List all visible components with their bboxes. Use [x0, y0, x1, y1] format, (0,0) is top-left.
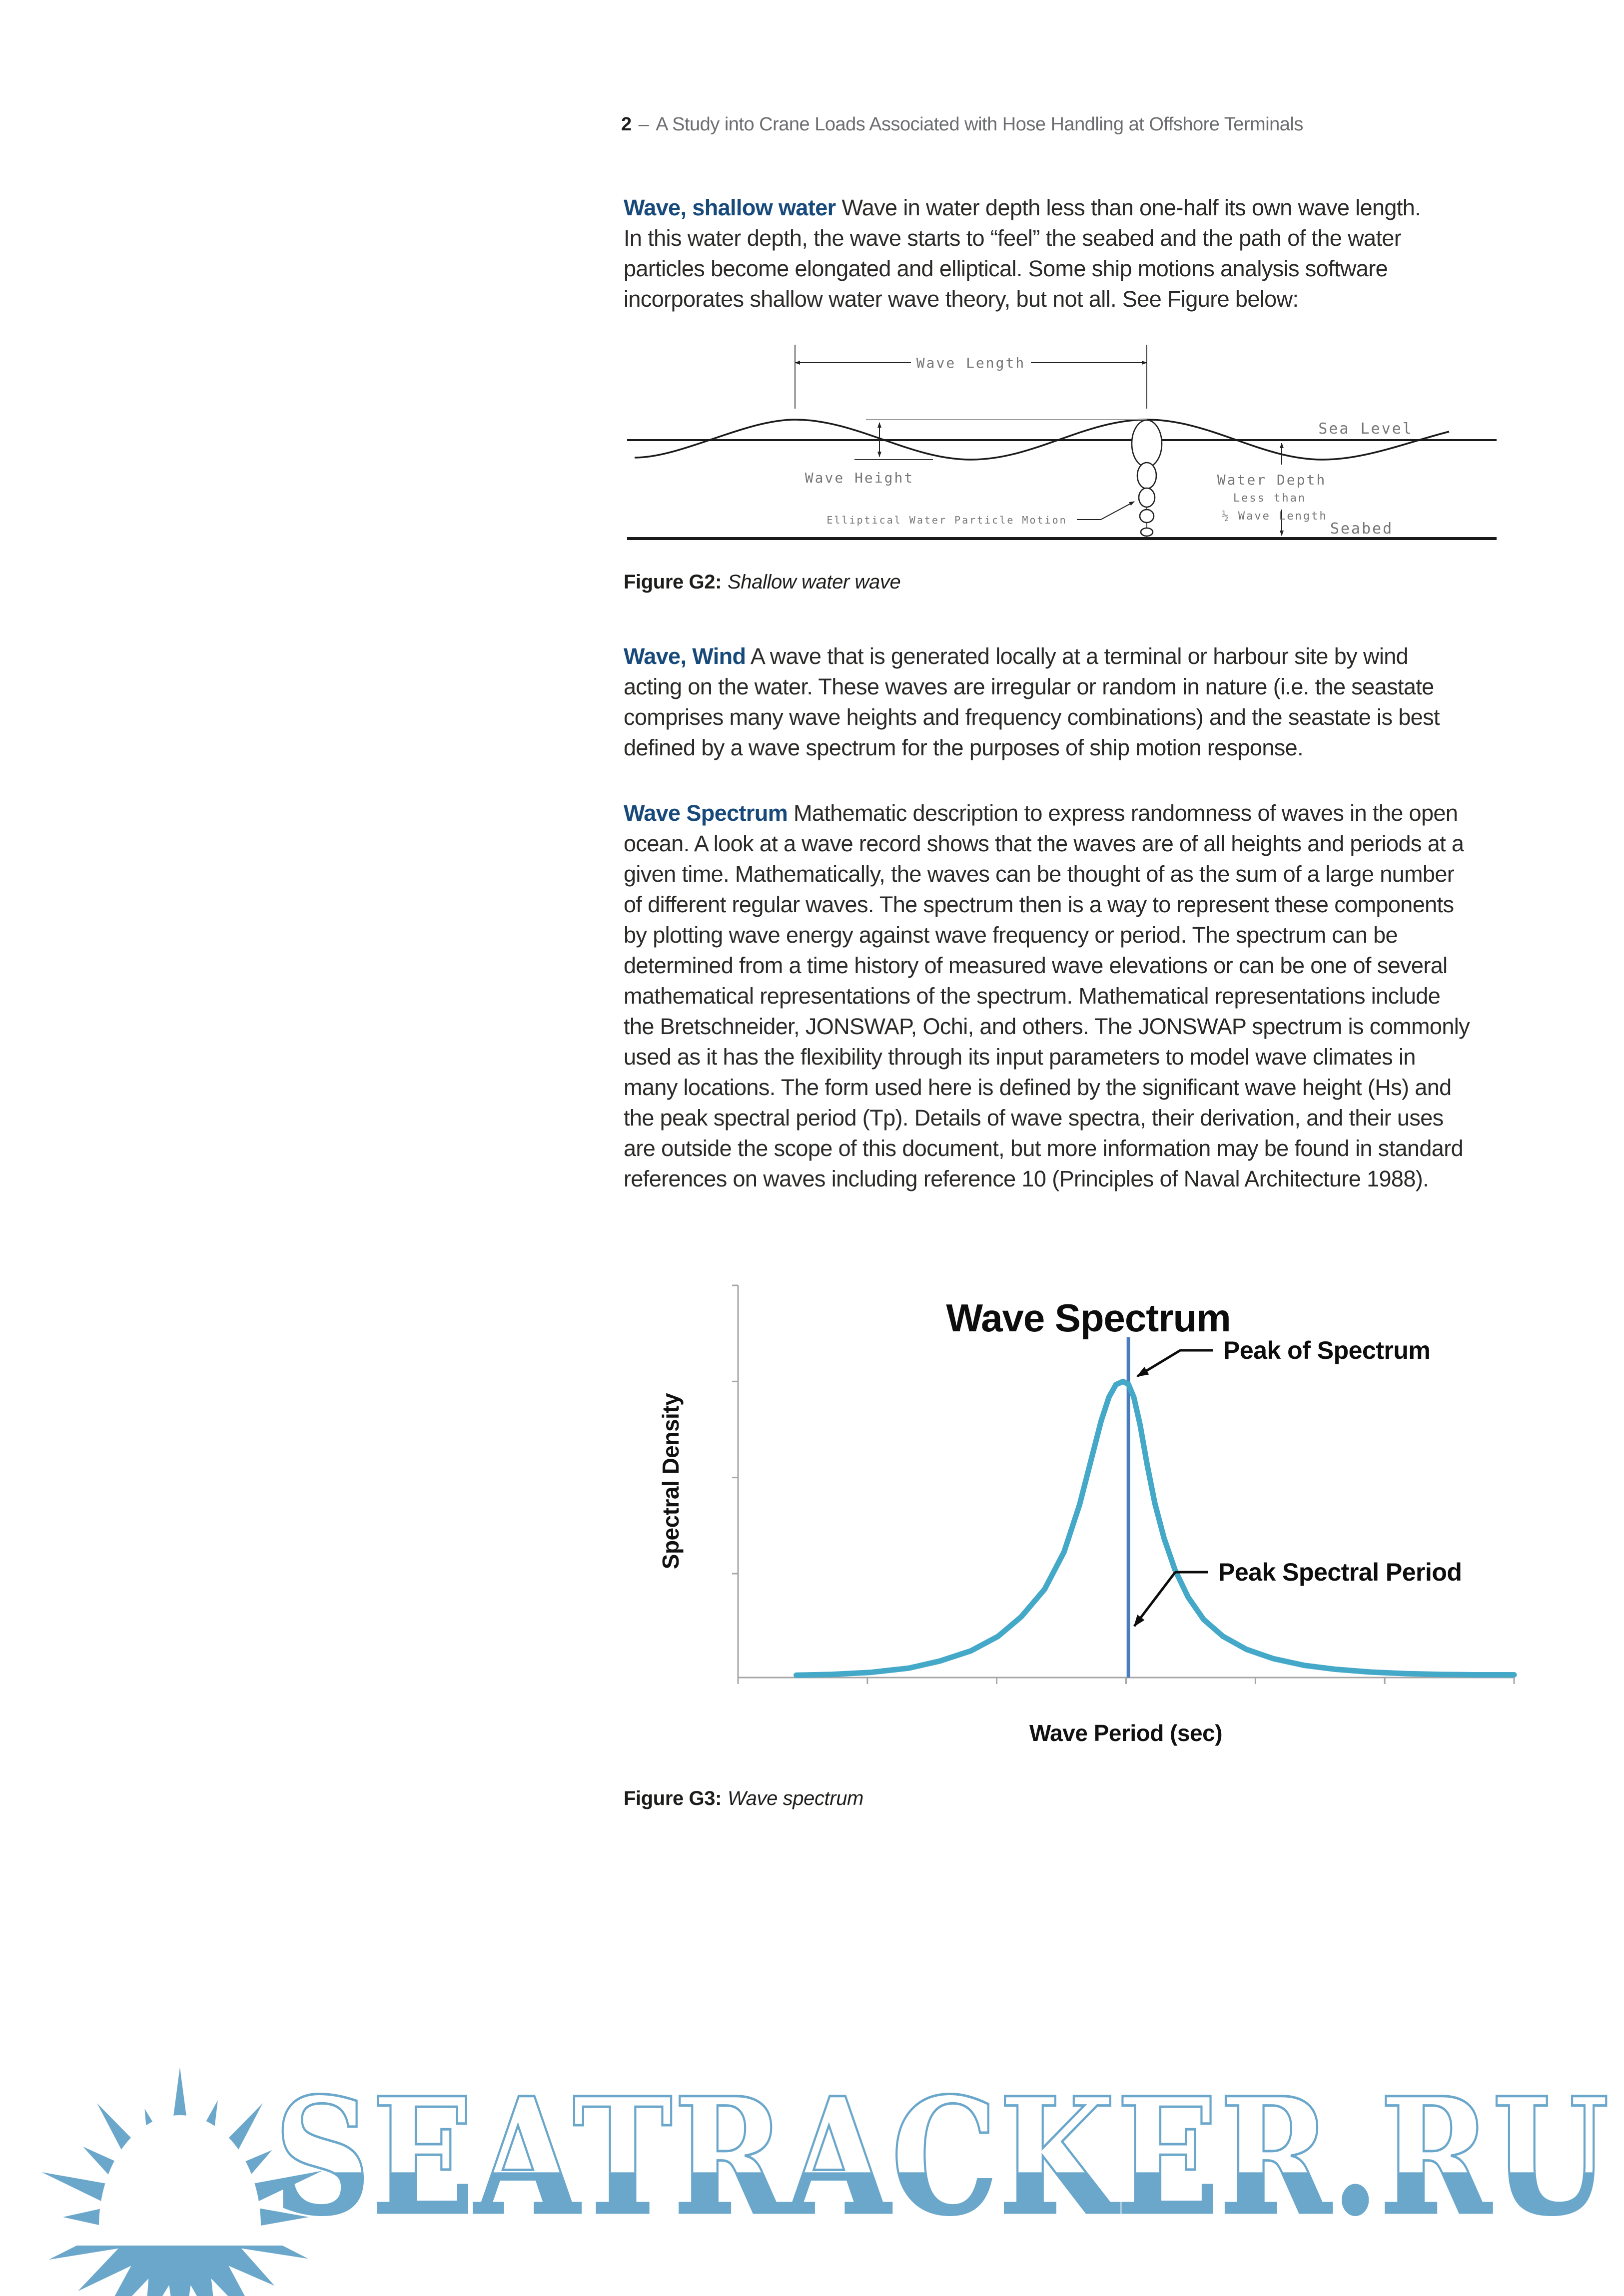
sun-starburst	[41, 2067, 323, 2296]
peak-spectral-period-label: Peak Spectral Period	[1218, 1558, 1462, 1586]
paragraph-wave-spectrum: Wave Spectrum Mathematic description to …	[624, 798, 1528, 1194]
text-line: are outside the scope of this document, …	[624, 1136, 1464, 1161]
water-depth-label: Water Depth	[1217, 472, 1326, 488]
less-than-label: Less than	[1233, 492, 1306, 505]
particle-orbit-5	[1140, 527, 1154, 537]
elliptical-leader-arrow	[1100, 501, 1135, 520]
text-line: the Bretschneider, JONSWAP, Ochi, and ot…	[624, 1014, 1470, 1039]
text-line: Wave, Wind A wave that is generated loca…	[624, 643, 1409, 669]
page-number: 2	[621, 114, 632, 135]
figure-g3-label: Figure G3:	[624, 1787, 722, 1809]
spectrum-curve	[794, 1378, 1517, 1678]
header-dash: –	[638, 114, 649, 135]
particle-orbit-3	[1138, 487, 1156, 508]
text-line: comprises many wave heights and frequenc…	[624, 704, 1440, 730]
half-wave-length-label: ½ Wave Length	[1222, 510, 1327, 523]
text-line: incorporates shallow water wave theory, …	[624, 286, 1299, 312]
paragraph-wave-wind: Wave, Wind A wave that is generated loca…	[624, 641, 1528, 763]
text-line: the peak spectral period (Tp). Details o…	[624, 1105, 1444, 1131]
text-line: ocean. A look at a wave record shows tha…	[624, 831, 1464, 856]
figure-g3-caption: Figure G3: Wave spectrum	[624, 1787, 863, 1810]
header-title: A Study into Crane Loads Associated with…	[656, 114, 1303, 135]
particle-orbit-4	[1139, 509, 1155, 524]
seabed-label: Seabed	[1330, 520, 1393, 538]
page-header: 2– A Study into Crane Loads Associated wi…	[621, 114, 1303, 135]
particle-orbit-1	[1131, 419, 1163, 468]
text-line: Wave, shallow water Wave in water depth …	[624, 195, 1421, 220]
text-line: many locations. The form used here is de…	[624, 1075, 1452, 1100]
peak-of-spectrum-label: Peak of Spectrum	[1223, 1336, 1430, 1364]
text-line: Wave Spectrum Mathematic description to …	[624, 800, 1458, 826]
figure-g2-shallow-water-wave-diagram: Wave Length Wave Height Elliptical Water…	[627, 345, 1497, 540]
watermark: SEATRACKER.RU SEATRACKER.RU	[0, 2043, 1624, 2296]
wave-spectrum-chart: Wave Spectrum Peak of Spectrum Peak Spec…	[658, 1284, 1517, 1746]
keyword-wave-shallow-water: Wave, shallow water	[624, 195, 836, 220]
text-line: used as it has the flexibility through i…	[624, 1044, 1416, 1070]
sun-logo-icon	[15, 2067, 345, 2296]
text-line: references on waves including reference …	[624, 1166, 1429, 1191]
sun-horizon-stripe	[15, 2226, 345, 2246]
sun-dome	[99, 2115, 261, 2226]
x-axis-title: Wave Period (sec)	[1029, 1720, 1222, 1746]
text-line: mathematical representations of the spec…	[624, 983, 1441, 1009]
keyword-wave-wind: Wave, Wind	[624, 643, 746, 669]
period-annotation-leader-arrow	[1133, 1571, 1176, 1627]
x-axis-ticks	[737, 1678, 1515, 1684]
figure-g2-caption-text: Shallow water wave	[728, 571, 901, 593]
figure-g3-caption-text: Wave spectrum	[728, 1787, 863, 1809]
text-line: In this water depth, the wave starts to …	[624, 225, 1402, 251]
elliptical-motion-label: Elliptical Water Particle Motion	[826, 514, 1067, 526]
wave-length-label: Wave Length	[916, 355, 1025, 371]
figure-g2-caption: Figure G2: Shallow water wave	[624, 571, 901, 593]
y-axis-ticks	[732, 1284, 738, 1575]
watermark-text-top-half: SEATRACKER.RU	[274, 2063, 1610, 2251]
text-line: defined by a wave spectrum for the purpo…	[624, 735, 1304, 760]
y-axis-title: Spectral Density	[658, 1393, 684, 1569]
wave-height-label: Wave Height	[805, 470, 914, 486]
text-line: determined from a time history of measur…	[624, 953, 1448, 978]
particle-orbit-2	[1136, 462, 1157, 490]
wave-profile-curve	[634, 419, 1450, 461]
watermark-text-bottom-half: SEATRACKER.RU	[274, 2063, 1610, 2251]
chart-title: Wave Spectrum	[946, 1296, 1230, 1340]
figure-g2-label: Figure G2:	[624, 571, 722, 593]
sea-level-label: Sea Level	[1318, 420, 1413, 438]
text-line: given time. Mathematically, the waves ca…	[624, 861, 1455, 887]
text-line: particles become elongated and elliptica…	[624, 256, 1388, 281]
keyword-wave-spectrum: Wave Spectrum	[624, 800, 788, 826]
text-line: by plotting wave energy against wave fre…	[624, 922, 1398, 948]
peak-annotation-leader-arrow	[1136, 1349, 1181, 1378]
text-line: of different regular waves. The spectrum…	[624, 892, 1454, 917]
paragraph-wave-shallow-water: Wave, shallow water Wave in water depth …	[624, 192, 1528, 314]
text-line: acting on the water. These waves are irr…	[624, 674, 1434, 699]
